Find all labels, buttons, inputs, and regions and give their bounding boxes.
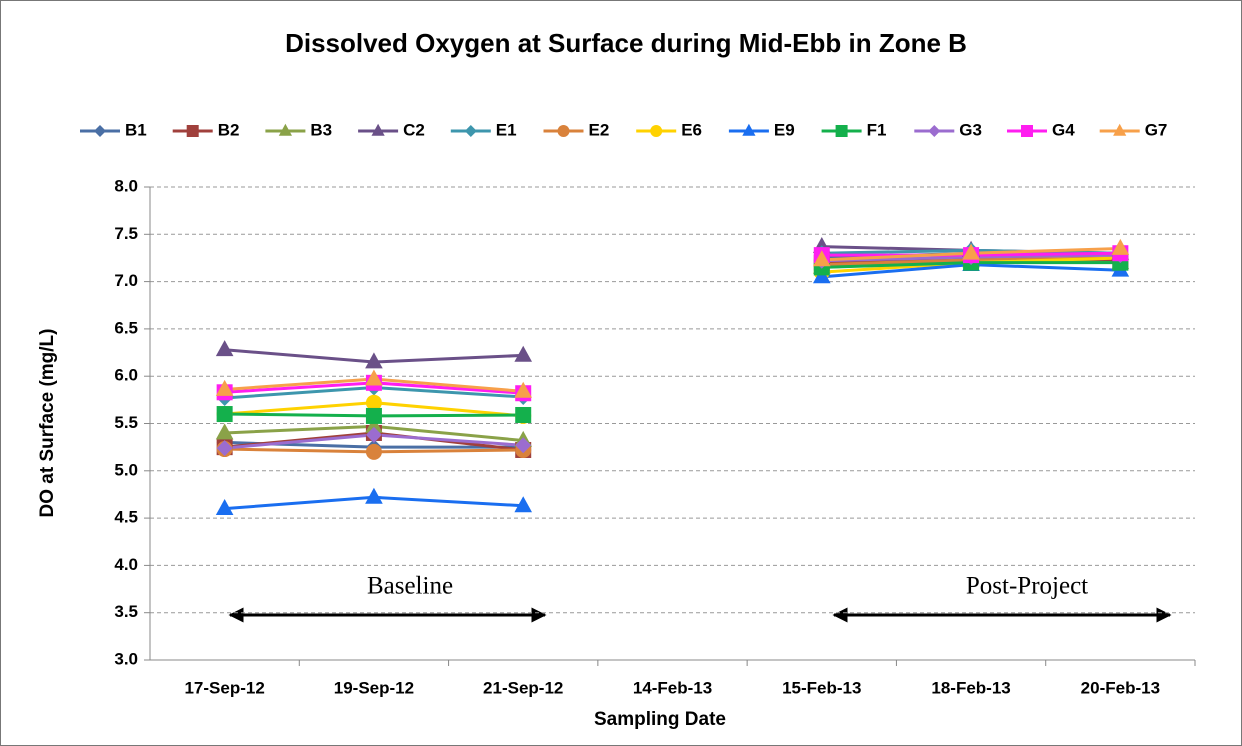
y-tick-label: 6.5 xyxy=(114,318,138,337)
marker xyxy=(215,379,234,396)
y-tick-label: 4.0 xyxy=(114,555,138,574)
legend-label: B2 xyxy=(218,120,240,139)
marker xyxy=(515,406,532,423)
y-tick-label: 4.5 xyxy=(114,508,138,527)
legend-label: F1 xyxy=(867,120,887,139)
legend-label: E2 xyxy=(589,120,610,139)
marker xyxy=(215,499,234,516)
legend-marker xyxy=(835,125,848,137)
marker xyxy=(365,416,383,433)
legend-label: B1 xyxy=(125,120,147,139)
marker xyxy=(812,250,831,267)
legend-marker xyxy=(1021,125,1033,137)
legend-label: G4 xyxy=(1052,120,1075,139)
y-tick-label: 5.0 xyxy=(114,460,138,479)
marker xyxy=(962,243,980,260)
marker xyxy=(365,352,383,369)
marker xyxy=(365,426,382,443)
y-tick-label: 3.0 xyxy=(114,649,138,668)
annotation: Baseline xyxy=(367,573,453,600)
y-tick-label: 5.5 xyxy=(114,413,138,432)
marker xyxy=(365,369,383,386)
x-axis-title: Sampling Date xyxy=(594,709,726,730)
annotation: Post-Project xyxy=(966,573,1088,600)
legend-marker xyxy=(1113,123,1127,136)
marker xyxy=(216,440,233,457)
legend-marker xyxy=(278,123,292,136)
marker xyxy=(216,406,233,423)
y-tick-label: 6.0 xyxy=(114,366,138,385)
legend-marker xyxy=(464,125,477,137)
marker xyxy=(1111,238,1130,255)
legend-label: C2 xyxy=(403,120,425,139)
legend-label: E6 xyxy=(681,120,702,139)
marker xyxy=(514,381,533,398)
legend-label: B3 xyxy=(310,120,332,139)
y-tick-label: 7.5 xyxy=(114,224,138,243)
y-tick-label: 3.5 xyxy=(114,602,138,621)
legend-label: G3 xyxy=(959,120,982,139)
legend-marker xyxy=(186,125,199,137)
chart-title: Dissolved Oxygen at Surface during Mid-E… xyxy=(285,28,967,58)
marker xyxy=(215,340,234,357)
marker xyxy=(365,394,382,411)
marker xyxy=(365,487,383,504)
x-tick-label: 20-Feb-13 xyxy=(1081,678,1160,697)
legend-marker xyxy=(928,125,941,137)
marker xyxy=(365,407,382,424)
x-tick-label: 18-Feb-13 xyxy=(931,678,1010,697)
x-tick-label: 21-Sep-12 xyxy=(483,678,563,697)
legend-marker xyxy=(742,123,756,136)
legend-marker xyxy=(371,123,385,136)
legend-marker xyxy=(557,125,570,137)
x-tick-label: 14-Feb-13 xyxy=(633,678,712,697)
x-tick-label: 15-Feb-13 xyxy=(782,678,861,697)
y-axis-title: DO at Surface (mg/L) xyxy=(37,329,58,518)
legend-marker xyxy=(94,125,106,137)
legend-label: E1 xyxy=(496,120,517,139)
marker xyxy=(215,423,234,440)
legend-label: G7 xyxy=(1145,120,1168,139)
marker xyxy=(365,443,382,460)
x-tick-label: 19-Sep-12 xyxy=(334,678,414,697)
x-tick-label: 17-Sep-12 xyxy=(184,678,264,697)
y-tick-label: 7.0 xyxy=(114,271,138,290)
legend-label: E9 xyxy=(774,120,795,139)
marker xyxy=(515,437,532,454)
y-tick-label: 8.0 xyxy=(114,176,138,195)
marker xyxy=(514,345,533,362)
marker xyxy=(514,496,533,513)
legend-marker xyxy=(650,125,663,137)
